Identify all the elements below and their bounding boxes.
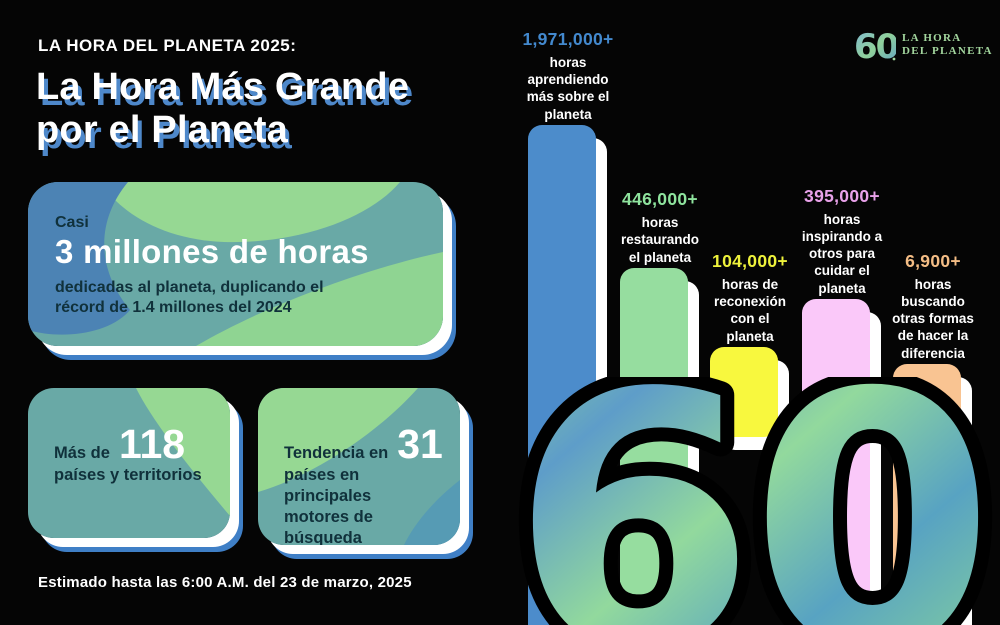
bar-desc-line: planeta xyxy=(726,328,774,344)
bar-value-aprendiendo: 1,971,000+ xyxy=(522,28,614,49)
bar-desc-line: horas xyxy=(549,54,587,70)
bar-aprendiendo xyxy=(528,125,596,625)
bar-reconexion xyxy=(710,347,778,437)
svg-text:60: 60 xyxy=(854,27,896,63)
trending-value: 31 xyxy=(397,421,443,467)
countries-card-background-art xyxy=(28,388,230,538)
logo-60-icon: 60 xyxy=(854,27,896,63)
bar-desc-line: planeta xyxy=(544,106,592,122)
bar-buscando xyxy=(893,364,961,625)
countries-value: 118 xyxy=(118,421,186,467)
bar-label-restaurando: 446,000+ horas restaurando el planeta xyxy=(598,189,722,266)
bar-desc-line: buscando xyxy=(901,293,965,309)
bar-desc-line: planeta xyxy=(818,280,866,296)
bar-desc-line: más sobre el xyxy=(526,89,610,105)
main-stat-description-line2: récord de 1.4 millones del 2024 xyxy=(55,299,292,317)
bar-label-aprendiendo: 1,971,000+ horas aprendiendo más sobre el pl… xyxy=(506,29,630,123)
countries-label: países y territorios xyxy=(54,466,202,484)
page-title-line1: La Hora Más Grande xyxy=(36,66,410,108)
bar-desc-line: horas xyxy=(641,215,679,231)
bar-label-inspirando: 395,000+ horas inspirando a otros para cuida… xyxy=(781,186,903,297)
main-stat-headline: 3 millones de horas xyxy=(55,233,369,270)
bar-desc-line: cuidar el xyxy=(814,263,870,279)
bar-desc-line: horas xyxy=(823,211,861,227)
bar-desc-line: diferencia xyxy=(901,345,965,361)
trending-label: países en principales motores de búsqued… xyxy=(284,465,446,545)
main-stat-description: dedicadas al planeta, duplicando el réco… xyxy=(55,278,423,319)
bar-value-restaurando: 446,000+ xyxy=(622,189,698,210)
bar-inspirando xyxy=(802,299,870,625)
bar-restaurando xyxy=(620,268,688,625)
bar-desc-line: horas de xyxy=(721,276,779,292)
bar-value-inspirando: 395,000+ xyxy=(804,185,880,206)
bar-desc-line: de hacer la xyxy=(897,328,969,344)
kicker-heading: LA HORA DEL PLANETA 2025: xyxy=(38,36,297,55)
countries-stat-card: Más de 118 países y territorios xyxy=(28,388,230,538)
earth-hour-logo: 60 LA HORA DEL PLANETA xyxy=(854,27,993,63)
bar-desc-line: horas xyxy=(914,276,952,292)
trending-prefix: Tendencia en xyxy=(284,444,389,462)
bar-desc-line: aprendiendo xyxy=(527,72,609,88)
trending-label-line1: países en principales xyxy=(284,466,372,506)
bar-desc-line: otros para xyxy=(808,246,876,262)
page-title-line2: por el Planeta xyxy=(36,109,288,152)
main-card-background-art xyxy=(28,182,443,346)
svg-text:60: 60 xyxy=(511,377,989,625)
logo-wordmark-line1: LA HORA xyxy=(902,31,962,44)
estimate-footnote: Estimado hasta las 6:00 A.M. del 23 de m… xyxy=(38,574,412,591)
bar-label-reconexion: 104,000+ horas de reconexión con el planeta xyxy=(697,251,803,345)
bar-desc-line: otras formas xyxy=(892,311,974,327)
sixty-earth-graphic: 60 xyxy=(498,377,1000,625)
bar-desc-line: reconexión xyxy=(713,294,787,310)
bar-desc-line: inspirando a xyxy=(801,228,883,244)
bar-value-reconexion: 104,000+ xyxy=(712,250,788,271)
main-stat-description-line1: dedicadas al planeta, duplicando el xyxy=(55,279,324,296)
logo-wordmark-line2: DEL PLANETA xyxy=(902,45,993,57)
trending-stat-card: Tendencia en 31 países en principales mo… xyxy=(258,388,460,545)
trending-label-line2: motores de búsqueda xyxy=(284,508,373,545)
main-stat-card: Casi 3 millones de horas dedicadas al pl… xyxy=(28,182,443,346)
logo-wordmark: LA HORA DEL PLANETA xyxy=(902,32,993,58)
bar-desc-line: con el xyxy=(730,311,770,327)
bar-desc-line: restaurando xyxy=(620,232,700,248)
page-title: La Hora Más Grande por el Planeta xyxy=(36,66,409,153)
countries-prefix: Más de xyxy=(54,444,110,462)
bar-desc-line: el planeta xyxy=(628,249,692,265)
main-stat-prefix: Casi xyxy=(55,214,89,231)
trending-card-background-art xyxy=(258,388,460,545)
bar-label-buscando: 6,900+ horas buscando otras formas de hacer … xyxy=(870,251,996,362)
bar-value-buscando: 6,900+ xyxy=(905,250,961,271)
